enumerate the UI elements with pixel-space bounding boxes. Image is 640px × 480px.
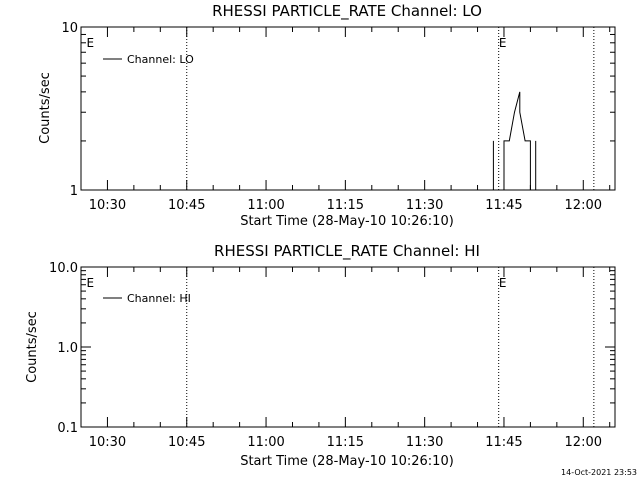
y-axis-label: Counts/sec	[25, 311, 40, 383]
x-tick-label: 11:45	[485, 435, 522, 450]
legend: Channel: HI	[103, 292, 191, 305]
plot-frame	[80, 266, 616, 428]
x-tick-label: 11:45	[485, 198, 522, 213]
series-line	[492, 91, 537, 191]
x-tick-label: 10:30	[89, 198, 126, 213]
x-tick-label: 11:30	[406, 198, 443, 213]
x-tick-label: 12:00	[565, 435, 602, 450]
chart-title: RHESSI PARTICLE_RATE Channel: LO	[212, 2, 482, 21]
plot-frame	[80, 26, 616, 191]
y-tick-label: 10	[61, 21, 78, 36]
x-tick-label: 10:45	[168, 435, 205, 450]
footer-timestamp: 14-Oct-2021 23:53	[561, 468, 637, 477]
legend: Channel: LO	[103, 53, 194, 66]
y-tick-label: 1	[70, 184, 78, 199]
y-tick-label: 0.1	[57, 421, 78, 436]
event-marker-label: E	[499, 36, 507, 50]
x-tick-label: 11:15	[327, 198, 364, 213]
x-tick-label: 12:00	[565, 198, 602, 213]
x-axis-label: Start Time (28-May-10 10:26:10)	[240, 454, 454, 469]
legend-entry: Channel: HI	[127, 292, 191, 305]
x-tick-label: 10:30	[89, 435, 126, 450]
y-tick-label: 1.0	[57, 341, 78, 356]
y-tick-label: 10.0	[49, 261, 78, 276]
chart-panel-lo: RHESSI PARTICLE_RATE Channel: LO 1 10 10:…	[38, 2, 616, 229]
chart-title: RHESSI PARTICLE_RATE Channel: HI	[214, 242, 480, 261]
event-marker-label: E	[86, 276, 94, 290]
x-tick-label: 11:15	[327, 435, 364, 450]
x-tick-label: 11:00	[247, 435, 284, 450]
chart-panel-hi: RHESSI PARTICLE_RATE Channel: HI 0.1 1.0 1…	[25, 242, 616, 469]
event-marker-label: E	[499, 276, 507, 290]
x-tick-label: 11:30	[406, 435, 443, 450]
x-tick-label: 11:00	[247, 198, 284, 213]
y-axis-label: Counts/sec	[38, 72, 53, 144]
legend-entry: Channel: LO	[127, 53, 194, 66]
x-axis-label: Start Time (28-May-10 10:26:10)	[240, 214, 454, 229]
x-tick-label: 10:45	[168, 198, 205, 213]
event-marker-label: E	[86, 36, 94, 50]
